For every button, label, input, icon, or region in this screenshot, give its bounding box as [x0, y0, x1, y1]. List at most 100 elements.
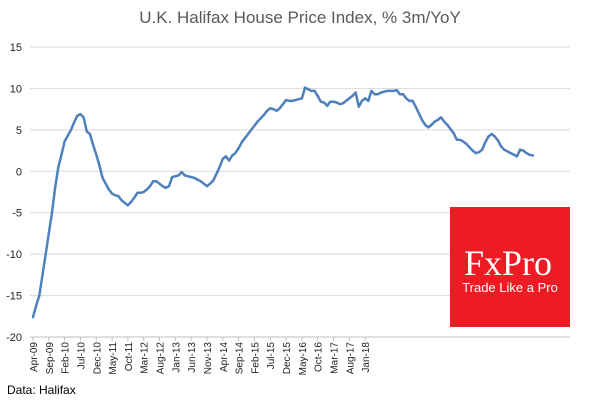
data-point — [31, 315, 35, 319]
data-point — [430, 123, 433, 127]
x-tick-label: Apr-09 — [29, 342, 40, 372]
data-point — [509, 151, 512, 155]
data-point — [291, 99, 294, 103]
data-point — [161, 185, 164, 188]
x-tick-label: Sep-14 — [235, 342, 246, 375]
data-point — [120, 199, 123, 202]
data-source: Data: Halifax — [7, 383, 76, 397]
data-point — [446, 123, 449, 127]
data-point — [227, 159, 231, 162]
data-point — [484, 141, 487, 144]
data-point — [63, 140, 66, 143]
data-point — [322, 101, 326, 104]
data-point — [424, 123, 427, 127]
data-point — [199, 180, 202, 183]
data-point — [133, 196, 136, 199]
data-point — [325, 104, 329, 108]
data-point — [148, 185, 152, 188]
data-point — [512, 153, 515, 156]
data-point — [136, 191, 139, 195]
chart-title: U.K. Halifax House Price Index, % 3m/YoY — [139, 8, 461, 27]
x-tick-label: Jul-10 — [76, 342, 87, 370]
data-point — [389, 89, 392, 93]
data-point — [436, 118, 440, 122]
data-point — [338, 102, 342, 106]
data-point — [34, 304, 38, 307]
data-point — [392, 89, 395, 93]
y-tick-label: -15 — [6, 291, 22, 303]
data-point — [234, 151, 237, 155]
x-tick-label: Jan-18 — [361, 342, 372, 373]
data-point — [240, 141, 243, 144]
data-point — [360, 99, 364, 103]
data-point — [170, 175, 174, 179]
data-point — [480, 148, 484, 151]
data-point — [310, 89, 313, 93]
data-point — [357, 105, 360, 108]
x-tick-label: Oct-16 — [314, 342, 325, 372]
data-point — [183, 174, 187, 177]
data-point — [186, 175, 190, 178]
data-point — [155, 180, 158, 183]
data-point — [88, 132, 92, 136]
data-point — [452, 131, 455, 135]
data-point — [142, 190, 145, 194]
data-point — [344, 99, 348, 103]
data-point — [474, 151, 478, 155]
data-point — [151, 180, 155, 183]
data-point — [471, 149, 474, 152]
data-point — [518, 148, 522, 151]
data-point — [60, 153, 63, 156]
data-point — [253, 124, 256, 127]
data-point — [458, 138, 462, 141]
series-group — [31, 86, 535, 319]
data-point — [259, 117, 262, 120]
data-point — [256, 120, 259, 123]
data-point — [332, 100, 335, 103]
x-tick-label: Feb-15 — [250, 342, 261, 374]
data-point — [237, 146, 240, 150]
x-tick-label: Jun-13 — [187, 342, 198, 373]
data-point — [351, 94, 354, 98]
data-point — [382, 90, 386, 93]
data-point — [468, 146, 471, 149]
data-point — [50, 211, 54, 214]
data-point — [215, 172, 218, 175]
x-tick-label: May-16 — [298, 342, 309, 376]
y-tick-label: -20 — [6, 332, 22, 344]
data-point — [44, 252, 47, 256]
data-point — [528, 153, 531, 156]
data-point — [335, 101, 338, 104]
data-point — [196, 178, 199, 181]
data-point — [53, 186, 57, 190]
data-point — [373, 93, 376, 96]
data-point — [262, 113, 266, 117]
data-point — [246, 132, 250, 136]
data-point — [354, 91, 357, 94]
x-tick-label: Mar-17 — [329, 342, 340, 374]
data-point — [212, 179, 215, 182]
data-point — [363, 97, 367, 100]
y-tick-label: 5 — [16, 125, 22, 137]
data-point — [411, 99, 414, 103]
data-point — [493, 135, 496, 138]
data-point — [82, 116, 85, 119]
fxpro-logo: FxPro Trade Like a Pro — [450, 207, 570, 327]
data-point — [231, 154, 234, 157]
data-point — [139, 191, 142, 195]
data-point — [76, 114, 79, 117]
data-point — [205, 185, 209, 188]
data-point — [319, 100, 323, 103]
data-point — [104, 182, 107, 185]
data-point — [316, 94, 319, 98]
data-point — [218, 165, 221, 169]
data-point — [91, 143, 95, 146]
data-point — [272, 107, 275, 111]
data-point — [401, 93, 405, 96]
data-point — [386, 89, 389, 93]
data-point — [297, 98, 300, 101]
data-point — [243, 136, 247, 140]
data-point — [47, 232, 51, 235]
data-point — [341, 102, 345, 105]
